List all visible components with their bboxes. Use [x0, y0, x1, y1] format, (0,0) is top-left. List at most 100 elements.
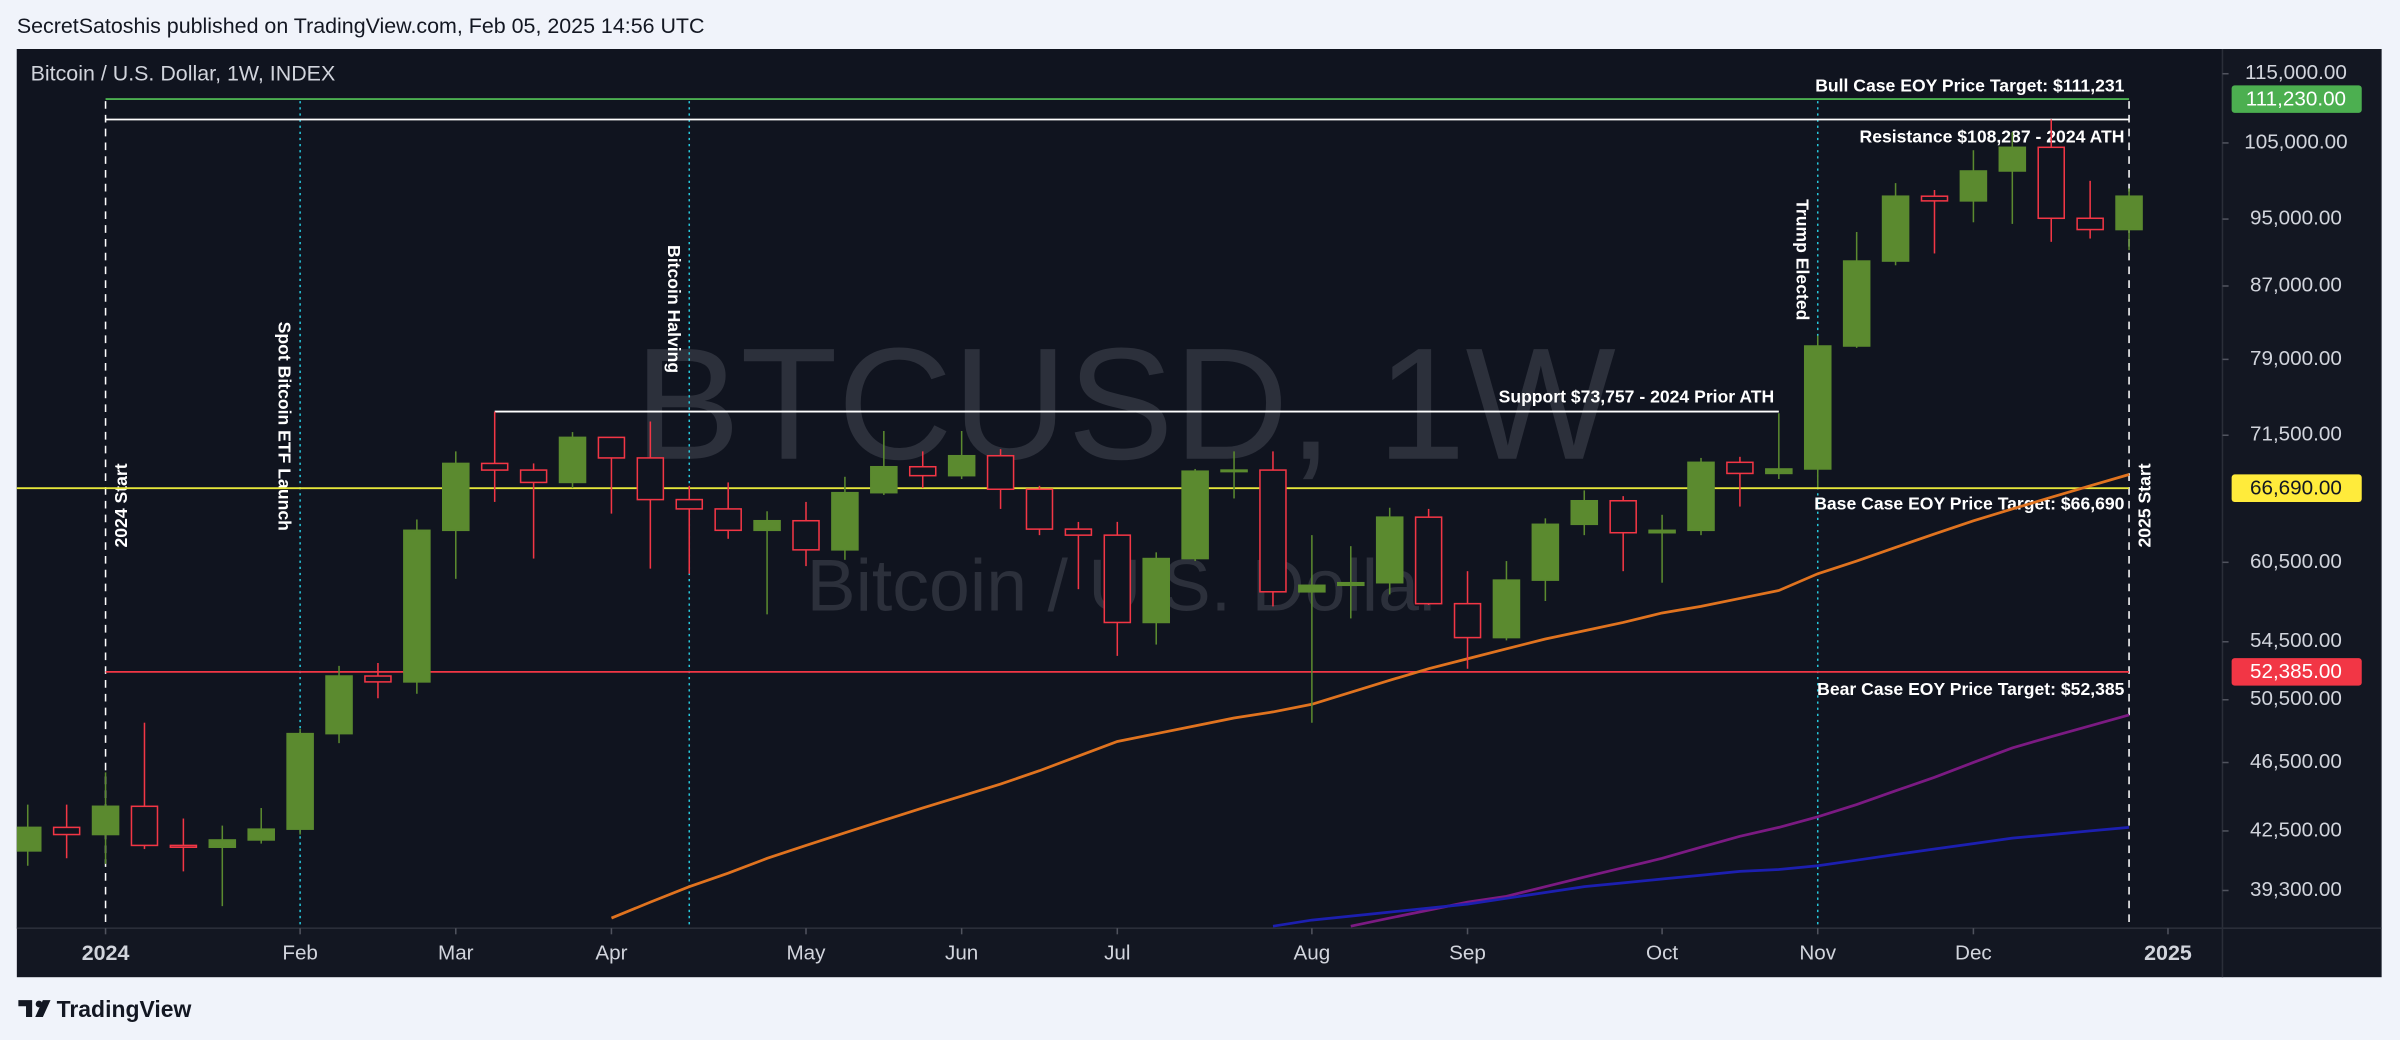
ma-line — [610, 473, 2130, 920]
candle-body — [1920, 195, 1949, 202]
candle-body — [16, 826, 42, 852]
level-label: Bull Case EOY Price Target: $111,231 — [1815, 75, 2124, 95]
candle-body — [442, 462, 470, 532]
candle-body — [1492, 579, 1521, 639]
candle-body — [286, 732, 314, 830]
candle-body — [1220, 469, 1248, 473]
y-tick-label: 87,000.00 — [2250, 273, 2342, 296]
candle-body — [1259, 469, 1287, 593]
footer-brand: TradingView — [57, 996, 192, 1022]
x-tick-label: 2025 — [2144, 941, 2192, 965]
candle-body — [1298, 584, 1326, 593]
y-tick-label: 50,500.00 — [2250, 687, 2342, 710]
ma-line — [1350, 713, 2130, 928]
x-tick-label: Jul — [1104, 942, 1130, 965]
level-label: Resistance $108,287 - 2024 ATH — [1860, 127, 2125, 147]
candle-body — [1531, 523, 1560, 581]
candle-body — [2115, 195, 2143, 231]
candle-body — [52, 826, 81, 836]
ma-line — [1272, 826, 2130, 928]
x-tick-label: May — [786, 942, 826, 965]
candle-body — [908, 465, 937, 477]
candle-body — [2076, 217, 2104, 231]
candle-body — [870, 465, 898, 494]
event-label: Trump Elected — [1792, 199, 1812, 320]
level-label: Base Case EOY Price Target: $66,690 — [1814, 494, 2124, 514]
candle-body — [1103, 534, 1132, 624]
candle-body — [675, 498, 704, 510]
candle-body — [208, 839, 237, 848]
candle-body — [1375, 516, 1404, 584]
candle-body — [403, 529, 431, 683]
x-tick-label: Nov — [1799, 942, 1836, 965]
x-tick-label: 2024 — [82, 941, 130, 965]
candle-body — [1765, 468, 1793, 475]
x-tick-label: Mar — [438, 942, 474, 965]
candle-body — [1181, 470, 1209, 560]
candle-body — [1609, 499, 1637, 534]
candle-body — [1142, 557, 1170, 624]
y-tick-label: 60,500.00 — [2250, 550, 2342, 573]
y-tick-label: 71,500.00 — [2250, 423, 2342, 446]
candle-body — [91, 805, 120, 836]
x-tick-label: Sep — [1449, 942, 1486, 965]
candle-body — [1959, 170, 1988, 202]
x-tick-label: Jun — [945, 942, 978, 965]
candle-body — [130, 805, 159, 847]
y-tick-label: 54,500.00 — [2250, 629, 2342, 652]
candle-body — [1881, 195, 1910, 262]
logo — [35, 1000, 43, 1008]
event-label: 2024 Start — [111, 463, 131, 547]
x-tick-label: Aug — [1293, 942, 1330, 965]
candle-body — [558, 436, 587, 484]
candle-body — [1842, 260, 1871, 347]
candle-body — [1648, 529, 1676, 534]
candle-body — [1570, 499, 1599, 526]
y-tick-label: 95,000.00 — [2250, 207, 2342, 230]
x-tick-label: Dec — [1955, 942, 1992, 965]
y-tick-label: 115,000.00 — [2245, 61, 2347, 84]
chart-title: Bitcoin / U.S. Dollar, 1W, INDEX — [31, 62, 336, 86]
y-tick-label: 105,000.00 — [2244, 130, 2347, 153]
candle-body — [169, 844, 198, 848]
candle-body — [247, 828, 275, 841]
candle-body — [364, 675, 392, 683]
candle-body — [753, 519, 781, 532]
candle-body — [1998, 146, 2027, 172]
price-tag-label: 111,230.00 — [2246, 87, 2346, 110]
candle-body — [792, 519, 820, 551]
level-label: Support $73,757 - 2024 Prior ATH — [1499, 386, 1775, 406]
plot: 115,000.00 105,000.00 95,000.00 87,000.00 79… — [16, 61, 2362, 965]
candle-body — [1453, 602, 1482, 639]
x-tick-label: Oct — [1646, 942, 1678, 965]
candle-body — [2037, 146, 2066, 220]
price-tag — [2231, 474, 2362, 503]
candle-body — [325, 675, 353, 735]
candle-body — [1414, 516, 1443, 605]
y-tick-label: 79,000.00 — [2250, 347, 2342, 370]
watermark: BTCUSD, 1W — [634, 315, 1616, 493]
logo — [18, 1000, 51, 1018]
y-tick-label: 46,500.00 — [2250, 750, 2342, 773]
candle-body — [1726, 461, 1754, 475]
candle-body — [986, 454, 1015, 491]
candle-body — [519, 469, 548, 484]
candle-body — [1337, 581, 1365, 587]
level-label: Bear Case EOY Price Target: $52,385 — [1817, 679, 2125, 699]
candle-body — [480, 462, 509, 471]
price-tag — [2231, 658, 2362, 686]
candle-body — [1803, 345, 1832, 470]
candle-body — [831, 491, 859, 551]
event-label: Bitcoin Halving — [664, 245, 684, 373]
candle-body — [1064, 528, 1093, 536]
event-label: Spot Bitcoin ETF Launch — [275, 322, 295, 531]
candle-body — [947, 454, 976, 477]
price-tag-label: 66,690.00 — [2250, 476, 2342, 499]
candle-body — [714, 508, 742, 532]
x-tick-label: Feb — [282, 942, 318, 965]
candle-body — [636, 457, 665, 501]
publisher-line: SecretSatoshis published on TradingView.… — [17, 14, 705, 38]
price-tag — [2231, 85, 2362, 113]
y-tick-label: 42,500.00 — [2250, 818, 2342, 841]
